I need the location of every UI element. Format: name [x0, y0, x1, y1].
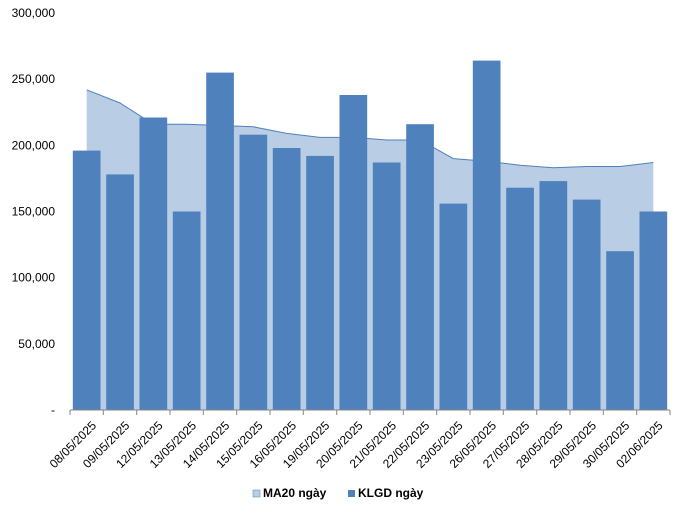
- bar-26/05/2025: [472, 60, 501, 410]
- y-tick-label: 100,000: [12, 271, 56, 285]
- bar-20/05/2025: [339, 95, 368, 410]
- legend: MA20 ngày KLGD ngày: [252, 486, 424, 500]
- bar-27/05/2025: [506, 187, 534, 410]
- bar-12/05/2025: [139, 117, 168, 410]
- bar-14/05/2025: [206, 72, 234, 410]
- bar-16/05/2025: [272, 148, 301, 410]
- bar-15/05/2025: [239, 134, 268, 410]
- bar-21/05/2025: [372, 162, 401, 410]
- ma20-area: [86, 89, 654, 411]
- bar-08/05/2025: [72, 150, 101, 410]
- y-tick-label: 250,000: [12, 72, 56, 86]
- legend-swatch: [252, 489, 261, 498]
- bar-30/05/2025: [606, 251, 634, 410]
- y-tick-label: 150,000: [12, 205, 56, 219]
- ma20-area-layer: [86, 89, 654, 411]
- bar-02/06/2025: [639, 211, 668, 410]
- legend-label: MA20 ngày: [263, 486, 327, 500]
- bar-29/05/2025: [572, 199, 601, 410]
- bar-13/05/2025: [172, 211, 201, 410]
- y-tick-label: 200,000: [12, 138, 56, 152]
- bar-layer: [72, 60, 668, 410]
- bar-23/05/2025: [439, 203, 468, 410]
- legend-swatch: [348, 490, 355, 497]
- ma20-line: [86, 89, 654, 169]
- bar-28/05/2025: [539, 181, 568, 410]
- y-tick-label: 50,000: [18, 337, 55, 351]
- y-tick-label: 300,000: [12, 6, 56, 20]
- legend-label: KLGD ngày: [358, 486, 424, 500]
- bar-19/05/2025: [306, 155, 334, 410]
- bar-22/05/2025: [406, 124, 434, 410]
- y-tick-label: -: [51, 403, 55, 417]
- bar-09/05/2025: [106, 174, 134, 410]
